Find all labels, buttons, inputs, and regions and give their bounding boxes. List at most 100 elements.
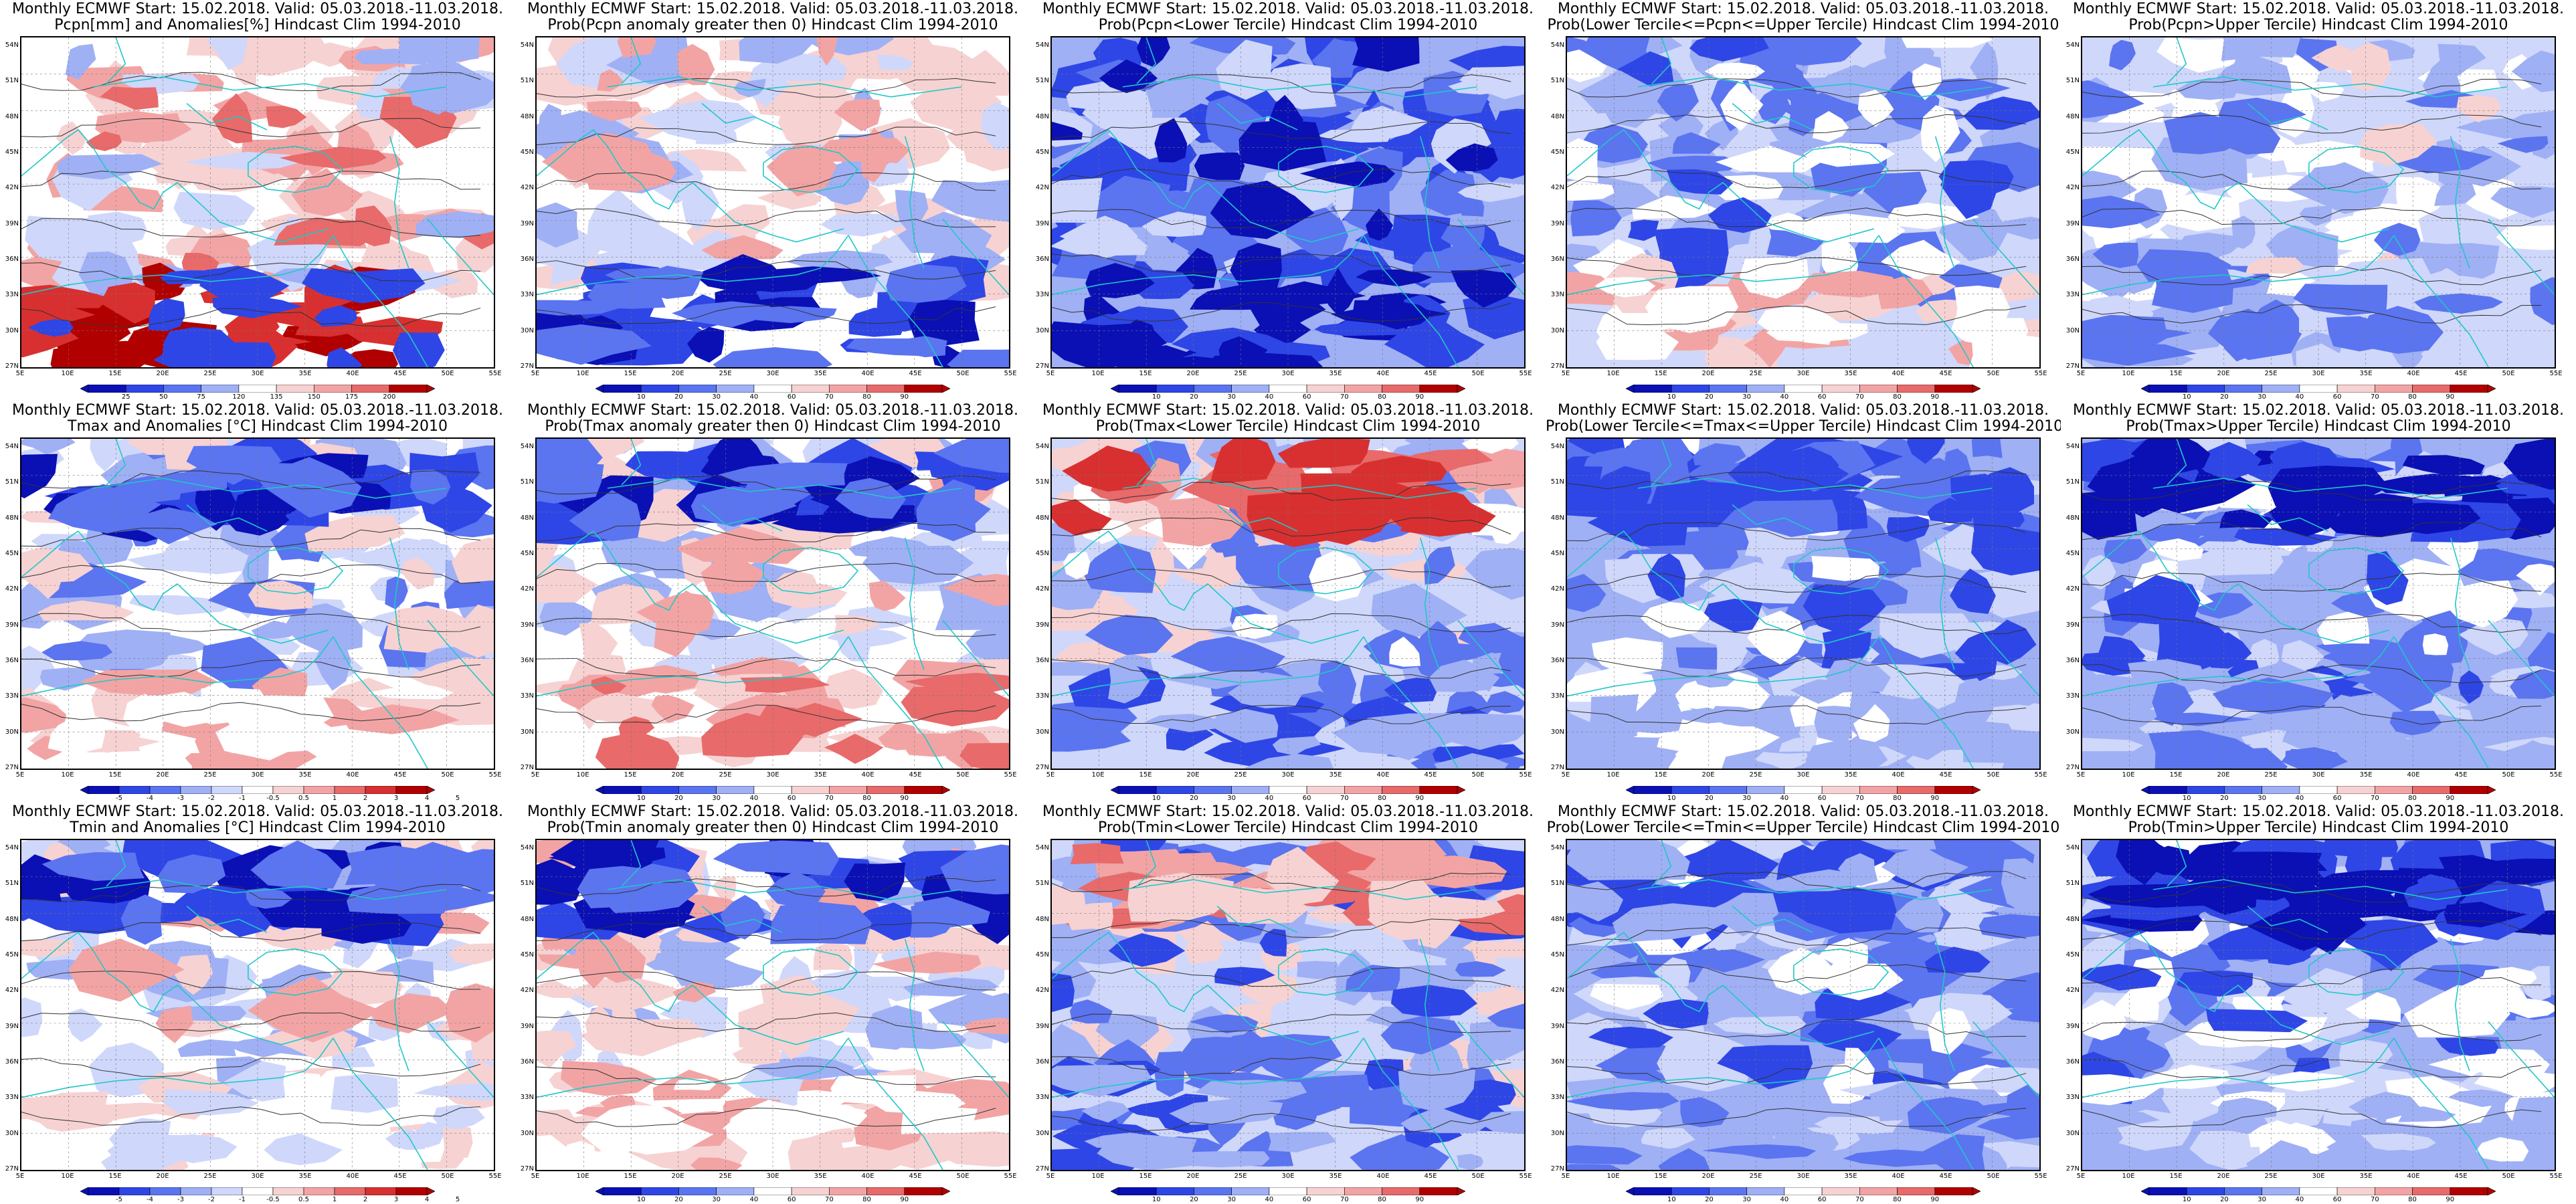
anomaly-patch (1348, 106, 1429, 140)
coastline (1651, 37, 1672, 84)
panel-title-line2: Prob(Tmin>Upper Tercile) Hindcast Clim 1… (2128, 819, 2509, 836)
colorbar-swatch (365, 786, 397, 794)
colorbar-swatch (2375, 1187, 2413, 1195)
latitude-tick-label: 48N (520, 915, 534, 923)
colorbar-swatch (866, 385, 905, 393)
coastline (701, 905, 783, 933)
colorbar-tick-label: -0.5 (266, 795, 280, 802)
anomaly-patch (1189, 1014, 1259, 1033)
coastline (1972, 619, 2039, 697)
colorbar-tick-label: 80 (1378, 1196, 1386, 1203)
colorbar-swatch (2450, 786, 2488, 794)
latitude-tick-label: 27N (1550, 764, 1564, 771)
longitude-tick-label: 25E (1234, 771, 1247, 779)
anomaly-patch (1390, 985, 1477, 1017)
anomaly-patch (25, 563, 63, 599)
forecast-field-map (1052, 37, 1524, 367)
south-patch (1588, 694, 1639, 744)
coastline (2167, 840, 2187, 887)
anomaly-patch (2437, 43, 2486, 76)
longitude-tick-label: 45E (1424, 771, 1437, 779)
coastline (1732, 102, 1813, 130)
latitude-tick-label: 48N (5, 915, 19, 923)
south-patch (1907, 1096, 1993, 1134)
latitude-tick-label: 33N (1550, 291, 1564, 299)
anomaly-patch (1231, 613, 1279, 639)
map-panel: Monthly ECMWF Start: 15.02.2018. Valid: … (515, 401, 1030, 803)
south-patch (163, 1089, 259, 1116)
latitude-tick-label: 45N (5, 951, 19, 959)
forecast-field-map (537, 37, 1009, 367)
colorbar-swatch (603, 385, 642, 393)
south-patch (2510, 1096, 2555, 1130)
coastline (1419, 938, 1440, 1072)
map-plot-area (1050, 437, 1526, 770)
coastline (2082, 636, 2395, 697)
colorbar-svg (595, 1187, 950, 1195)
isoline (1052, 704, 1511, 724)
anomaly-patch (2360, 124, 2437, 167)
north-patch (21, 862, 102, 896)
colorbar-tick-label: 40 (1780, 393, 1789, 401)
coastline (1052, 636, 1364, 697)
longitude-tick-label: 10E (61, 771, 74, 779)
north-patch (2237, 860, 2326, 901)
longitude-tick-label: 25E (1749, 771, 1762, 779)
longitude-tick-label: 45E (1424, 1173, 1437, 1180)
anomaly-patch (452, 537, 494, 584)
colorbar-swatch (753, 786, 792, 794)
latitude-tick-label: 30N (1035, 1129, 1049, 1137)
south-patch (1356, 269, 1433, 287)
colorbar-tick-label: 70 (1855, 1196, 1864, 1203)
south-patch (1766, 322, 1868, 342)
panel-title-line1: Monthly ECMWF Start: 15.02.2018. Valid: … (11, 1, 504, 17)
latitude-tick-label: 54N (5, 443, 19, 450)
isoline (1052, 74, 1511, 94)
latitude-tick-label: 48N (5, 112, 19, 120)
forecast-field-map (2082, 439, 2555, 769)
coastline (1567, 636, 1879, 697)
anomaly-patch (1811, 556, 1880, 581)
longitude-tick-label: 20E (671, 1173, 684, 1180)
longitude-tick-label: 50E (1471, 1173, 1485, 1180)
south-patch (301, 268, 426, 304)
colorbar-swatch (678, 385, 717, 393)
longitude-tick-label: 40E (1376, 771, 1390, 779)
anomaly-patch (868, 581, 906, 611)
latitude-tick-label: 45N (2065, 951, 2080, 959)
south-patch (690, 1157, 743, 1170)
south-patch (1701, 1144, 1817, 1159)
isoline (1567, 615, 2027, 635)
coastline (1419, 537, 1440, 670)
latitude-tick-label: 33N (5, 692, 19, 700)
anomaly-patch (813, 941, 853, 971)
latitude-tick-label: 39N (520, 1022, 534, 1030)
north-patch (1070, 843, 1124, 865)
isoline (537, 126, 996, 146)
anomaly-patch (1429, 242, 1493, 278)
latitude-tick-label: 48N (5, 514, 19, 522)
colorbar-svg (1111, 786, 1465, 794)
colorbar-swatch (88, 1187, 120, 1195)
colorbar-tick-label: 10 (1152, 393, 1161, 401)
colorbar-tick-label: 2 (363, 1196, 368, 1203)
north-patch (410, 469, 451, 505)
colorbar-tick-label: 60 (787, 1196, 796, 1203)
longitude-tick-label: 30E (1797, 370, 1810, 377)
colorbar-swatch (2148, 385, 2187, 393)
latitude-tick-label: 27N (1035, 363, 1049, 370)
south-patch (886, 264, 967, 303)
longitude-tick-label: 5E (1561, 1173, 1570, 1180)
anomaly-patch (902, 977, 999, 997)
colorbar (2141, 1187, 2496, 1195)
colorbar-swatch (180, 786, 212, 794)
colorbar-tick-label: -1 (239, 1196, 246, 1203)
latitude-tick-label: 54N (1550, 443, 1564, 450)
anomaly-patch (2092, 242, 2139, 268)
longitude-tick-label: 25E (1749, 370, 1762, 377)
anomaly-patch (1427, 643, 1492, 663)
anomaly-patch (1628, 219, 1659, 241)
longitude-tick-label: 20E (2217, 370, 2230, 377)
anomaly-patch (610, 1002, 640, 1045)
latitude-tick-label: 27N (2065, 764, 2080, 771)
